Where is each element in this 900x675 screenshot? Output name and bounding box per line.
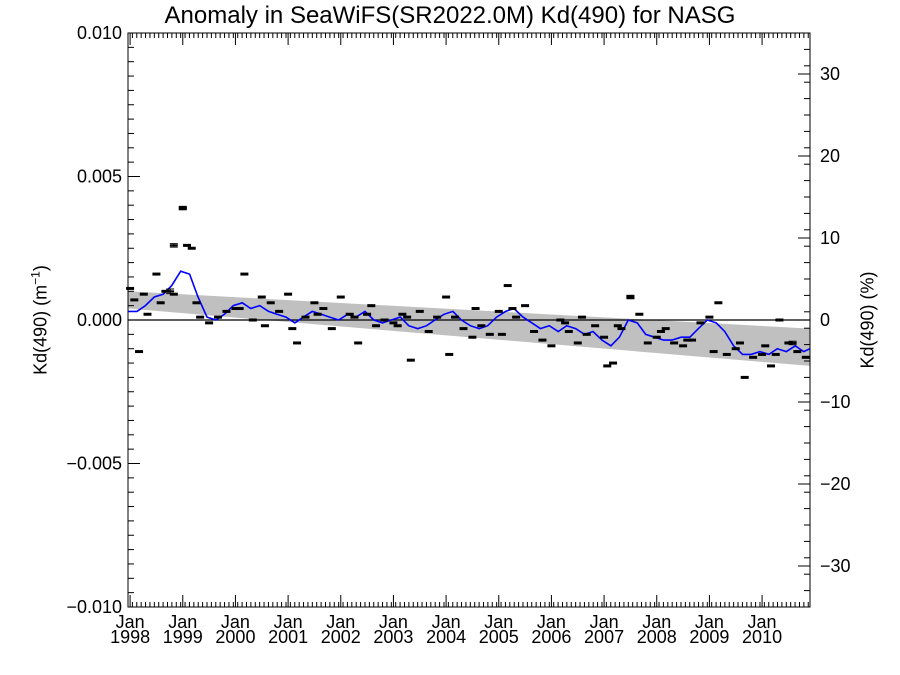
y-tick-label: −0.010 [66,597,122,617]
x-tick-year-label: 2002 [321,627,361,647]
x-tick-year-label: 2006 [531,627,571,647]
y-tick-label: 0.005 [77,167,122,187]
y-right-tick-label: 20 [820,146,840,166]
y-right-tick-label: 30 [820,64,840,84]
x-tick-year-label: 2008 [637,627,677,647]
running-mean-line [128,270,810,356]
y-right-tick-label: −20 [820,474,851,494]
x-tick-year-label: 2001 [268,627,308,647]
y-right-tick-label: −10 [820,392,851,412]
trend-band [128,291,810,366]
x-tick-month-label: Jan [642,612,671,632]
chart-title: Anomaly in SeaWiFS(SR2022.0M) Kd(490) fo… [164,2,736,29]
x-tick-month-label: Jan [326,612,355,632]
y-right-tick-label: −30 [820,556,851,576]
x-tick-year-label: 1999 [163,627,203,647]
y-right-tick-label: 10 [820,228,840,248]
x-tick-month-label: Jan [168,612,197,632]
x-tick-month-label: Jan [274,612,303,632]
x-tick-month-label: Jan [748,612,777,632]
x-tick-month-label: Jan [116,612,145,632]
x-tick-year-label: 2004 [426,627,466,647]
x-tick-month-label: Jan [432,612,461,632]
x-tick-year-label: 2007 [584,627,624,647]
x-tick-month-label: Jan [537,612,566,632]
y-tick-label: 0.000 [77,310,122,330]
x-tick-year-label: 1998 [110,627,150,647]
x-tick-month-label: Jan [379,612,408,632]
x-tick-month-label: Jan [221,612,250,632]
x-tick-month-label: Jan [484,612,513,632]
x-tick-year-label: 2010 [742,627,782,647]
x-tick-year-label: 2003 [373,627,413,647]
y-tick-label: 0.010 [77,23,122,43]
y-tick-label: −0.005 [66,454,122,474]
x-tick-year-label: 2005 [479,627,519,647]
y-right-tick-label: 0 [820,310,830,330]
x-tick-month-label: Jan [590,612,619,632]
x-tick-month-label: Jan [695,612,724,632]
x-tick-year-label: 2009 [689,627,729,647]
x-tick-year-label: 2000 [215,627,255,647]
